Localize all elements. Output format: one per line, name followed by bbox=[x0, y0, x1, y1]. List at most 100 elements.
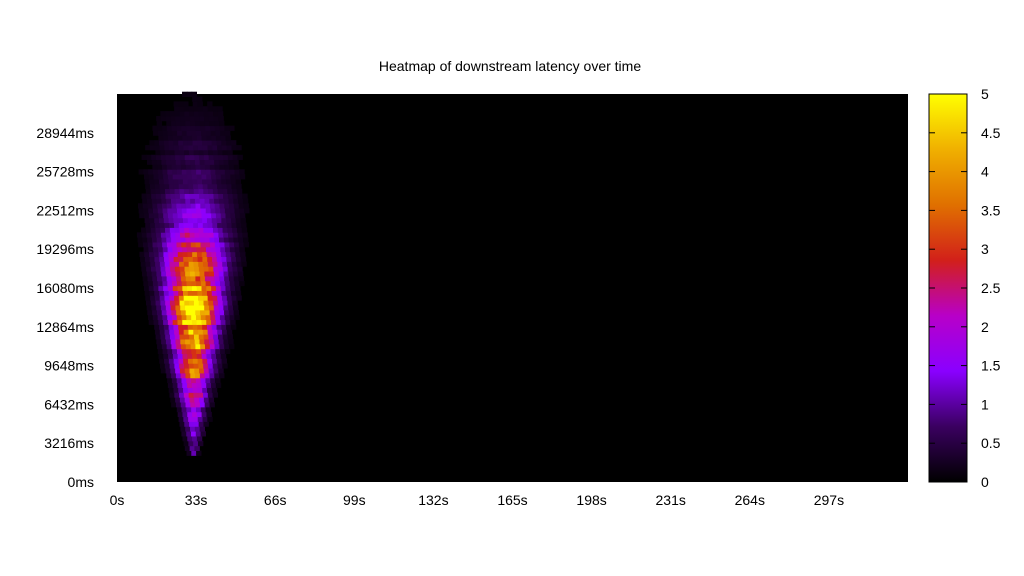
heatmap-cell bbox=[195, 314, 202, 321]
heatmap-cell bbox=[152, 280, 159, 287]
heatmap-cell bbox=[218, 368, 224, 374]
heatmap-cell bbox=[228, 305, 234, 311]
x-tick-label: 264s bbox=[735, 492, 765, 508]
heatmap-cell bbox=[206, 285, 212, 291]
heatmap-cell bbox=[198, 421, 205, 427]
heatmap-cell bbox=[197, 416, 204, 422]
heatmap-cell bbox=[154, 217, 160, 224]
heatmap-cell bbox=[145, 295, 151, 301]
heatmap-cell bbox=[200, 203, 206, 209]
heatmap-cell bbox=[169, 363, 175, 369]
heatmap-cell bbox=[170, 159, 177, 165]
heatmap-cell bbox=[232, 154, 239, 161]
heatmap-cell bbox=[190, 159, 196, 165]
heatmap-cell bbox=[146, 198, 153, 204]
heatmap-cell bbox=[142, 242, 149, 248]
heatmap-cell bbox=[235, 290, 242, 296]
heatmap-cell bbox=[176, 169, 183, 175]
heatmap-cell bbox=[192, 411, 198, 418]
heatmap-cell bbox=[166, 159, 172, 165]
heatmap-cell bbox=[183, 145, 189, 151]
heatmap-cell bbox=[204, 305, 210, 311]
heatmap-cell bbox=[175, 397, 181, 403]
heatmap-cell bbox=[212, 329, 218, 335]
y-tick-label: 9648ms bbox=[44, 358, 94, 374]
heatmap-cell bbox=[187, 319, 193, 325]
heatmap-cell bbox=[187, 290, 194, 296]
heatmap-cell bbox=[196, 382, 203, 388]
heatmap-cell bbox=[195, 237, 201, 243]
heatmap-cell bbox=[221, 179, 227, 185]
heatmap-cell bbox=[225, 319, 231, 325]
heatmap-cell bbox=[237, 266, 243, 272]
heatmap-cell bbox=[231, 295, 238, 301]
heatmap-cell bbox=[182, 436, 188, 442]
heatmap-cell bbox=[181, 203, 187, 209]
heatmap-cell bbox=[140, 261, 147, 267]
heatmap-cell bbox=[140, 256, 146, 262]
heatmap-cell bbox=[219, 125, 225, 131]
heatmap-cell bbox=[202, 387, 208, 393]
heatmap-cell bbox=[152, 169, 159, 175]
heatmap-cell bbox=[175, 368, 181, 374]
heatmap-cell bbox=[180, 309, 187, 316]
heatmap-cell bbox=[180, 373, 187, 379]
heatmap-cell bbox=[211, 212, 217, 219]
heatmap-cell bbox=[199, 154, 205, 161]
heatmap-cell bbox=[176, 208, 183, 214]
heatmap-cell bbox=[161, 203, 168, 209]
heatmap-cell bbox=[181, 125, 187, 131]
heatmap-cell bbox=[184, 227, 190, 233]
heatmap-cell bbox=[173, 358, 180, 364]
heatmap-cell bbox=[204, 276, 211, 282]
heatmap-cell bbox=[222, 300, 229, 306]
heatmap-cell bbox=[184, 232, 191, 238]
heatmap-cell bbox=[151, 198, 158, 204]
heatmap-cell bbox=[206, 174, 212, 180]
heatmap-cell bbox=[193, 183, 199, 190]
heatmap-cell bbox=[196, 411, 203, 418]
heatmap-cell bbox=[159, 329, 166, 335]
heatmap-cell bbox=[138, 242, 144, 248]
heatmap-cell bbox=[208, 266, 214, 272]
heatmap-cell bbox=[183, 387, 189, 393]
heatmap-cell bbox=[154, 324, 160, 330]
heatmap-cell bbox=[171, 164, 177, 170]
heatmap-cell bbox=[192, 251, 198, 258]
colorbar: 0 0.5 1 1.5 2 2.5 3 3.5 4 4.5 5 bbox=[928, 86, 1001, 490]
heatmap-cell bbox=[138, 208, 144, 214]
heatmap-cell bbox=[185, 159, 191, 165]
heatmap-cell bbox=[210, 348, 216, 355]
heatmap-cell bbox=[161, 164, 168, 170]
heatmap-cell bbox=[155, 227, 161, 233]
heatmap-cell bbox=[220, 251, 227, 258]
heatmap-cell bbox=[167, 246, 173, 253]
heatmap-cell bbox=[178, 290, 184, 296]
heatmap-cell bbox=[168, 140, 174, 146]
heatmap-cell bbox=[178, 387, 184, 393]
heatmap-cell bbox=[202, 183, 209, 190]
heatmap-cell bbox=[214, 164, 221, 170]
heatmap-cell bbox=[197, 179, 203, 185]
heatmap-cell bbox=[148, 280, 154, 287]
heatmap-cell bbox=[172, 212, 179, 219]
heatmap-cell bbox=[164, 261, 171, 267]
heatmap-cell bbox=[153, 246, 159, 253]
heatmap-cell bbox=[192, 179, 198, 185]
heatmap-cell bbox=[158, 251, 165, 258]
heatmap-cell bbox=[160, 193, 167, 199]
heatmap-cell bbox=[174, 266, 181, 272]
heatmap-cell bbox=[173, 256, 180, 262]
heatmap-cell bbox=[236, 222, 242, 228]
heatmap-cell bbox=[199, 115, 205, 122]
heatmap-cell bbox=[173, 140, 179, 146]
heatmap-cell bbox=[170, 271, 177, 277]
heatmap-cell bbox=[217, 222, 223, 228]
heatmap-cell bbox=[219, 120, 225, 127]
heatmap-cell bbox=[211, 179, 218, 185]
heatmap-cell bbox=[197, 140, 203, 146]
heatmap-cell bbox=[206, 324, 213, 330]
heatmap-cell bbox=[220, 212, 227, 219]
heatmap-cell bbox=[152, 125, 158, 131]
heatmap-cell bbox=[225, 212, 231, 219]
